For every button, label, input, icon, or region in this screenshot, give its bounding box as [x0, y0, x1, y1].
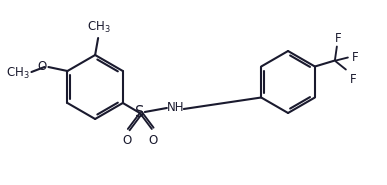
- Text: CH$_3$: CH$_3$: [6, 65, 29, 80]
- Text: O: O: [37, 60, 46, 73]
- Text: F: F: [350, 73, 356, 85]
- Text: O: O: [148, 134, 158, 147]
- Text: S: S: [135, 105, 144, 120]
- Text: F: F: [334, 31, 341, 45]
- Text: O: O: [122, 134, 132, 147]
- Text: CH$_3$: CH$_3$: [87, 20, 111, 35]
- Text: F: F: [352, 51, 358, 64]
- Text: NH: NH: [167, 102, 185, 115]
